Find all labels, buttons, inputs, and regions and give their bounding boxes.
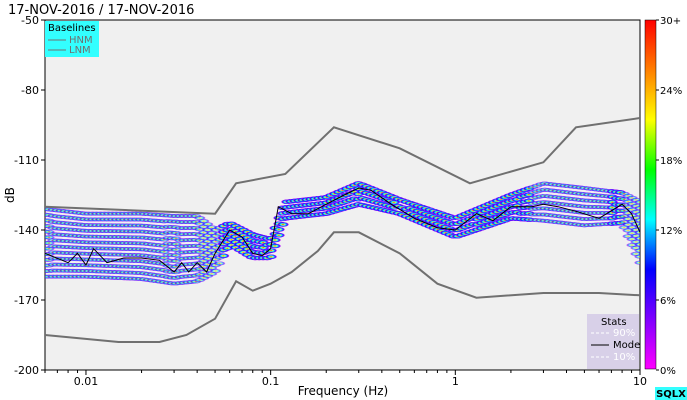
hnm-curve bbox=[45, 117, 640, 215]
legend-hnm: HNM bbox=[69, 35, 93, 46]
psd-density-cell bbox=[265, 254, 278, 260]
psd-density-cell bbox=[217, 253, 230, 259]
legend-90pct: 90% bbox=[613, 328, 635, 339]
y-tick-label: -110 bbox=[14, 154, 39, 167]
baselines-legend: Baselines HNM LNM bbox=[45, 21, 99, 57]
psd-density-cell bbox=[634, 260, 640, 265]
psd-density-cell bbox=[634, 242, 640, 247]
x-tick-label: 1 bbox=[452, 375, 459, 388]
y-tick-label: -200 bbox=[14, 364, 39, 377]
psd-density-cell bbox=[634, 205, 640, 211]
psd-density-cell bbox=[269, 237, 282, 243]
psd-density-cell bbox=[273, 232, 286, 238]
y-axis-label: dB bbox=[3, 187, 17, 203]
sqlx-badge: SQLX bbox=[655, 387, 687, 400]
y-tick-label: -50 bbox=[21, 14, 39, 27]
x-axis-label: Frequency (Hz) bbox=[298, 384, 389, 398]
psd-density-cell bbox=[269, 243, 282, 249]
mode-line bbox=[45, 187, 640, 273]
psd-density-cell bbox=[265, 248, 278, 254]
chart-title: 17-NOV-2016 / 17-NOV-2016 bbox=[8, 3, 194, 18]
psd-density-cell bbox=[213, 261, 226, 266]
colorbar-tick-label: 6% bbox=[660, 296, 676, 307]
baseline-curves bbox=[45, 117, 640, 343]
colorbar-tick-label: 0% bbox=[660, 366, 676, 377]
psd-density-cell bbox=[634, 230, 640, 235]
lnm-curve bbox=[45, 231, 640, 343]
colorbar-ticks: 30+ 24% 18% 12% 6% 0% bbox=[656, 16, 682, 377]
psd-density-cell bbox=[209, 268, 222, 274]
legend-mode: Mode bbox=[613, 340, 640, 351]
psd-density-cell bbox=[634, 236, 640, 241]
x-tick-label: 0.1 bbox=[262, 375, 280, 388]
colorbar-tick-label: 24% bbox=[660, 86, 682, 97]
psd-density-cell bbox=[273, 226, 286, 232]
psd-density-cell bbox=[634, 199, 640, 205]
y-tick-label: -140 bbox=[14, 224, 39, 237]
colorbar-tick-label: 30+ bbox=[660, 16, 681, 27]
y-tick-label: -170 bbox=[14, 294, 39, 307]
stats-legend: Stats 90% Mode 10% bbox=[587, 314, 640, 369]
x-tick-label: 10 bbox=[633, 375, 647, 388]
psd-density-cell bbox=[277, 221, 289, 227]
y-tick-label: -80 bbox=[21, 84, 39, 97]
baselines-legend-title: Baselines bbox=[48, 23, 96, 34]
legend-lnm: LNM bbox=[69, 45, 91, 56]
mode-curve bbox=[45, 187, 640, 273]
legend-10pct: 10% bbox=[613, 352, 635, 363]
x-axis: 0.01 0.1 1 10 bbox=[44, 370, 647, 388]
stats-legend-title: Stats bbox=[601, 317, 627, 328]
badge-label: SQLX bbox=[656, 389, 686, 400]
psd-density-cell bbox=[634, 248, 640, 253]
psd-density-cell bbox=[634, 224, 640, 229]
colorbar: 30+ 24% 18% 12% 6% 0% bbox=[644, 16, 682, 377]
colorbar-tick-label: 18% bbox=[660, 156, 682, 167]
colorbar-tick-label: 12% bbox=[660, 226, 682, 237]
y-axis: -50 -80 -110 -140 -170 -200 bbox=[14, 14, 45, 377]
x-tick-label: 0.01 bbox=[74, 375, 99, 388]
psd-density-cell bbox=[634, 254, 640, 259]
psd-density-cell bbox=[634, 218, 640, 223]
psd-density-cell bbox=[634, 211, 640, 217]
